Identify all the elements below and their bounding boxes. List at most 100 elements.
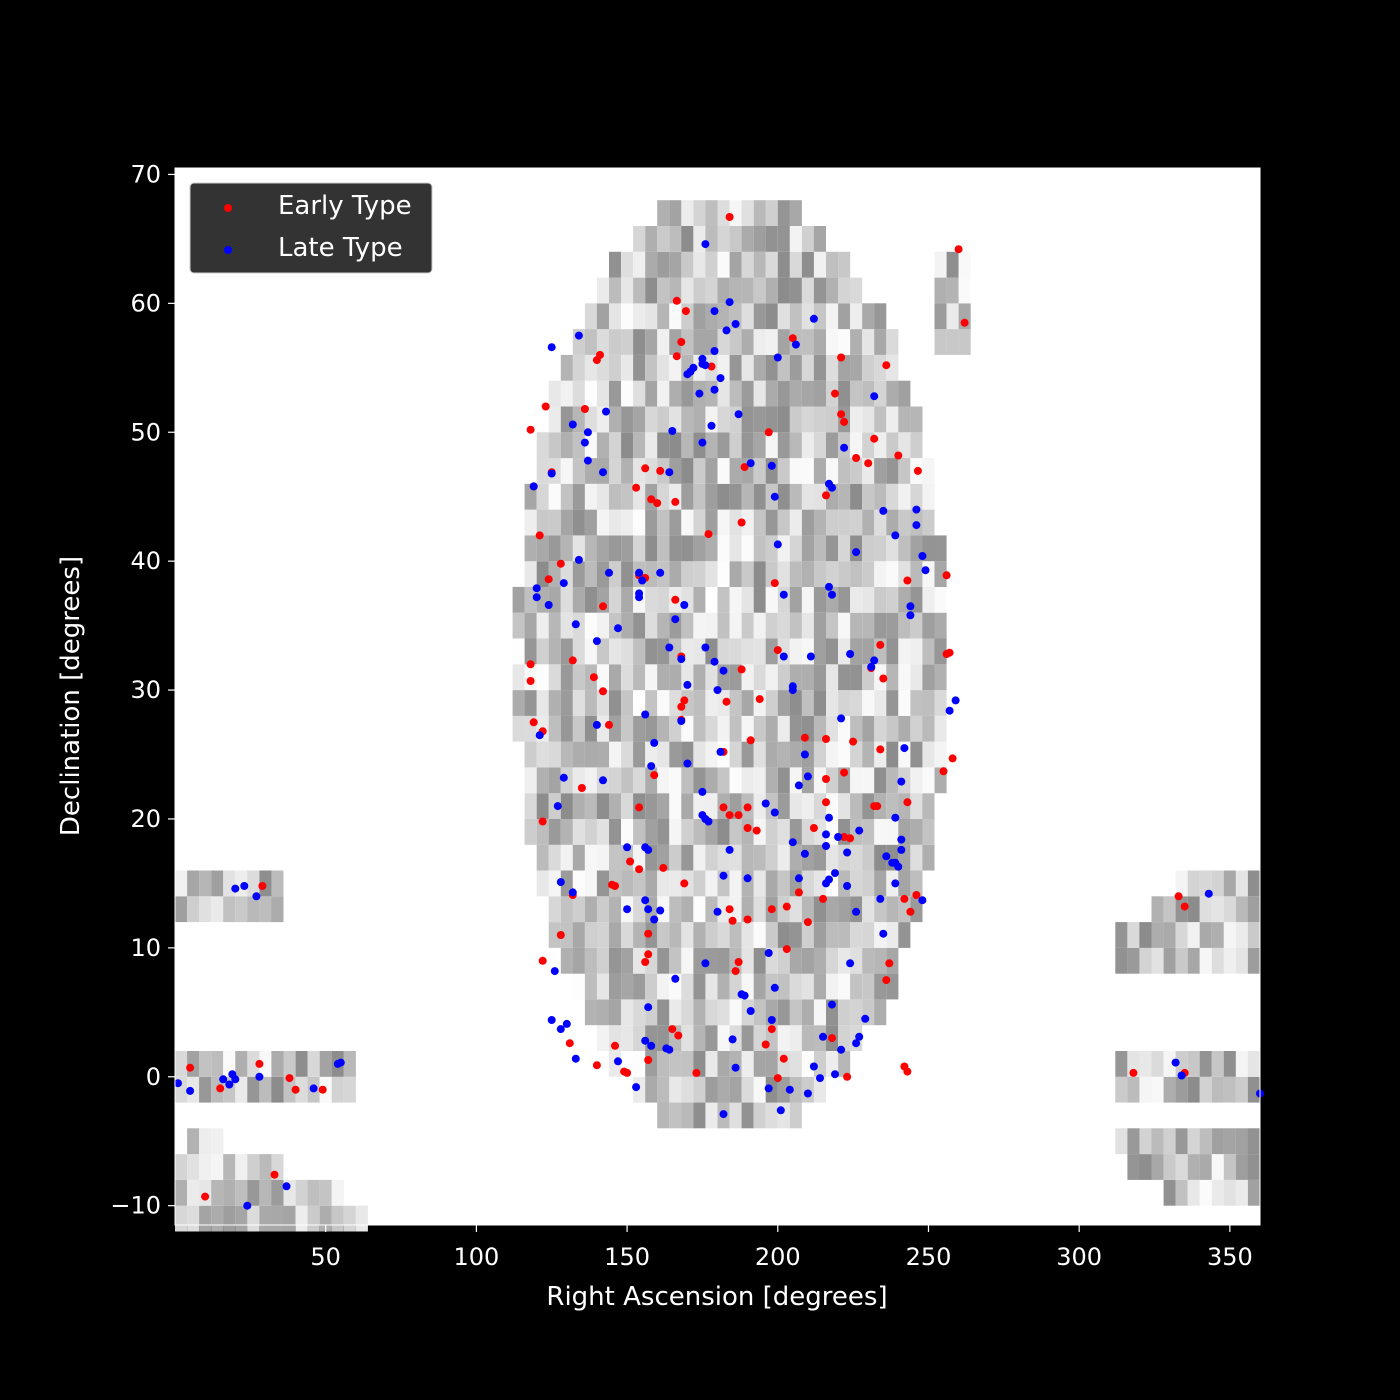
density-bin <box>910 638 923 665</box>
density-bin <box>1115 1051 1128 1077</box>
density-bin <box>572 844 585 871</box>
density-bin <box>259 1179 272 1206</box>
density-bin <box>693 200 706 226</box>
density-bin <box>657 819 670 845</box>
density-bin <box>1235 1179 1248 1206</box>
late-type-point <box>900 744 909 753</box>
density-bin <box>633 432 646 459</box>
early-type-point <box>565 1039 574 1048</box>
density-bin <box>862 870 875 897</box>
density-bin <box>548 896 561 923</box>
density-bin <box>741 1076 754 1103</box>
late-type-point <box>828 483 836 492</box>
density-bin <box>729 767 742 794</box>
late-type-point <box>559 773 568 782</box>
early-type-point <box>722 697 731 706</box>
early-type-point <box>831 389 839 398</box>
early-type-point <box>644 950 653 959</box>
early-type-point <box>837 410 846 419</box>
early-type-point <box>611 1041 619 1050</box>
late-type-point <box>746 459 755 468</box>
density-bin <box>958 277 971 304</box>
density-bin <box>753 896 766 923</box>
density-bin <box>331 1179 344 1206</box>
late-type-point <box>861 1014 870 1023</box>
density-bin <box>789 535 802 562</box>
density-bin <box>1187 896 1200 923</box>
late-type-point <box>912 521 921 530</box>
density-bin <box>886 715 899 742</box>
density-bin <box>633 509 646 536</box>
density-bin <box>813 303 826 330</box>
density-bin <box>1175 1179 1188 1206</box>
density-bin <box>669 277 682 304</box>
late-type-point <box>719 1110 728 1119</box>
density-bin <box>850 458 863 484</box>
density-bin <box>1211 1128 1224 1155</box>
density-bin <box>1235 1051 1248 1077</box>
early-type-point <box>822 491 830 500</box>
density-bin <box>705 973 718 1000</box>
density-bin <box>765 200 778 226</box>
density-bin <box>1175 1128 1188 1155</box>
early-type-point <box>659 863 668 872</box>
plot-frame <box>174 167 1261 1226</box>
early-type-point <box>641 464 650 473</box>
late-type-point <box>556 1025 565 1034</box>
density-bin <box>621 870 634 897</box>
late-type-point <box>855 826 864 835</box>
late-type-point <box>840 443 849 452</box>
density-bin <box>645 870 658 897</box>
density-bin <box>765 380 778 407</box>
density-bin <box>741 741 754 768</box>
density-bin <box>910 406 923 433</box>
early-type-point <box>605 720 613 729</box>
density-bin <box>886 380 899 407</box>
density-bin <box>838 844 851 871</box>
late-type-point <box>876 894 885 903</box>
density-bin <box>1211 896 1224 923</box>
late-type-point <box>734 410 743 419</box>
density-bin <box>633 354 646 381</box>
density-bin <box>512 586 525 613</box>
density-bin <box>681 819 694 845</box>
density-bin <box>681 483 694 510</box>
density-bin <box>777 664 790 691</box>
early-type-point <box>1129 1068 1138 1077</box>
density-bin <box>934 561 947 587</box>
density-bin <box>717 1051 730 1077</box>
density-bin <box>910 664 923 691</box>
density-bin <box>741 354 754 381</box>
early-type-point <box>704 530 713 539</box>
late-type-point <box>891 531 900 540</box>
density-bin <box>548 870 561 897</box>
density-bin <box>741 1051 754 1077</box>
density-bin <box>1127 947 1140 974</box>
density-bin <box>838 947 851 974</box>
density-bin <box>838 896 851 923</box>
density-bin <box>729 999 742 1026</box>
late-type-point <box>788 686 797 695</box>
density-bin <box>729 690 742 716</box>
late-type-point <box>794 781 803 790</box>
density-bin <box>596 819 609 845</box>
density-bin <box>524 690 537 716</box>
density-bin <box>560 664 573 691</box>
early-type-point <box>526 425 535 434</box>
density-bin <box>633 329 646 355</box>
late-type-point <box>571 620 580 629</box>
late-type-point <box>918 552 927 560</box>
density-bin <box>693 638 706 665</box>
density-bin <box>801 329 814 355</box>
density-bin <box>838 922 851 948</box>
late-type-point <box>770 983 779 992</box>
density-bin <box>621 715 634 742</box>
density-bin <box>1235 922 1248 948</box>
late-type-point <box>710 307 719 316</box>
late-type-point <box>623 843 632 852</box>
early-type-point <box>270 1170 279 1179</box>
early-type-point <box>939 767 948 776</box>
density-bin <box>946 251 959 278</box>
density-bin <box>1175 870 1188 897</box>
density-bin <box>1187 1179 1200 1206</box>
